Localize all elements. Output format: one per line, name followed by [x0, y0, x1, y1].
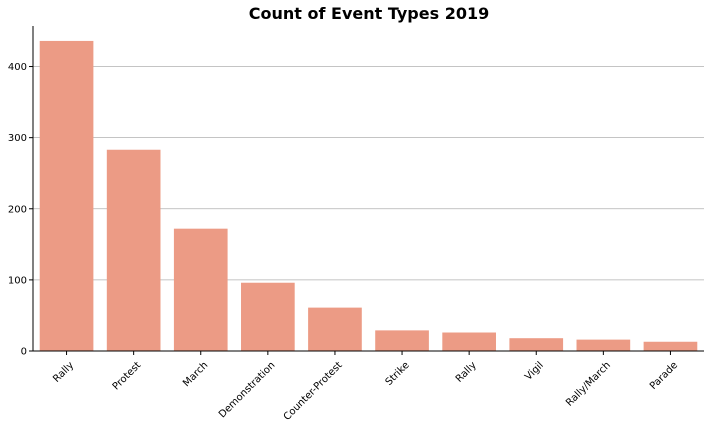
- bar: [375, 330, 429, 351]
- bar: [106, 149, 161, 351]
- bar: [308, 307, 362, 351]
- x-tick-label: Demonstration: [217, 360, 278, 421]
- x-tick-label: March: [181, 360, 210, 389]
- bar: [241, 282, 295, 351]
- x-tick-label: Protest: [111, 360, 144, 393]
- x-tick-label: Rally: [51, 360, 76, 385]
- x-tick-label: Parade: [648, 360, 680, 392]
- y-tick-label: 300: [8, 133, 27, 144]
- x-tick-label: Rally: [454, 360, 479, 385]
- y-tick-label: 100: [8, 275, 27, 286]
- y-tick-label: 0: [21, 347, 27, 358]
- x-tick-label: Rally/March: [564, 360, 613, 409]
- bar: [442, 332, 496, 351]
- x-tick-label: Vigil: [523, 360, 546, 383]
- bar: [173, 228, 228, 351]
- y-tick-label: 200: [8, 204, 27, 215]
- bar: [643, 341, 698, 351]
- chart-title: Count of Event Types 2019: [249, 4, 489, 23]
- x-ticks: Rally Protest March Demonstration Counter-Pr…: [51, 351, 680, 423]
- x-tick-label: Counter-Protest: [282, 360, 345, 423]
- bar: [509, 338, 564, 351]
- y-ticks: 0 100 200 300 400: [8, 62, 33, 358]
- y-tick-label: 400: [8, 62, 27, 73]
- bar: [576, 339, 631, 351]
- bar: [39, 40, 94, 351]
- x-tick-label: Strike: [384, 360, 412, 388]
- bars: [39, 40, 698, 351]
